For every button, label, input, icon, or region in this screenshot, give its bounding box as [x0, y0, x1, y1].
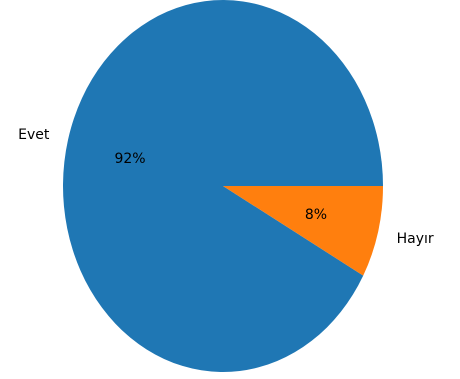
pie-labels: Evet 92% Hayır 8% [18, 127, 434, 247]
pie-slices [63, 0, 383, 373]
percent-label-evet: 92% [114, 151, 145, 167]
category-label-hayır: Hayır [397, 231, 434, 247]
percent-label-hayır: 8% [305, 207, 327, 223]
pie-slice-hayır [223, 186, 383, 276]
category-label-evet: Evet [18, 127, 50, 143]
pie-slice-evet [63, 0, 383, 373]
